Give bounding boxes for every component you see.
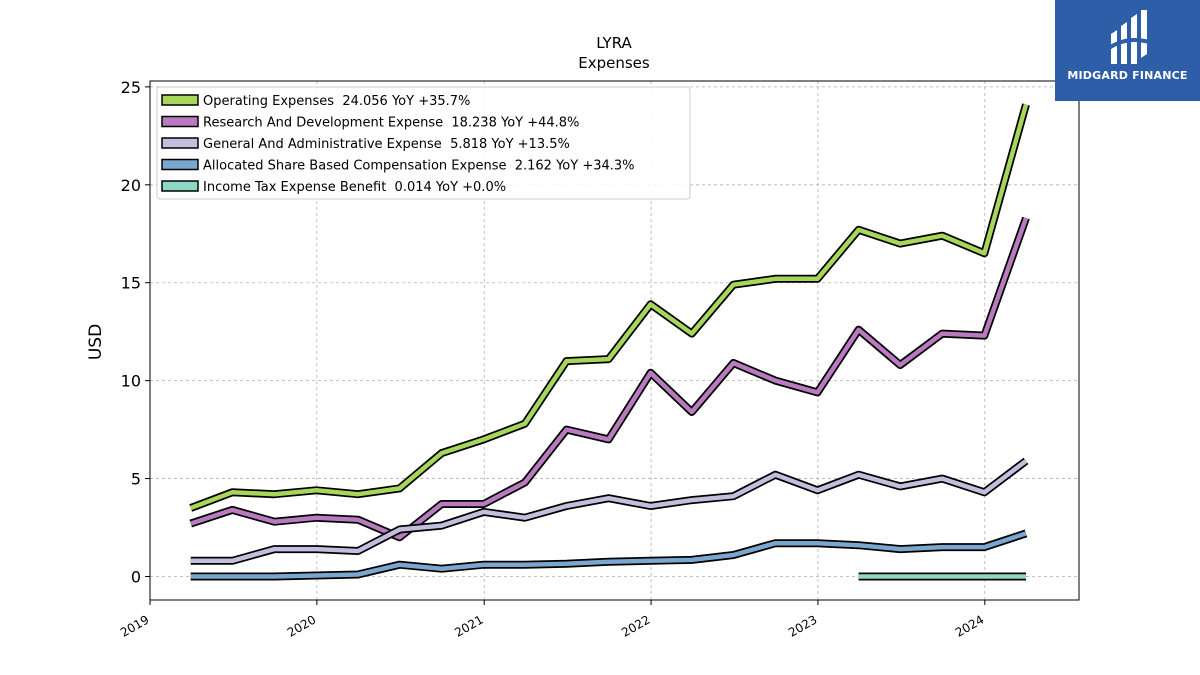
- series-line-stroke: [190, 531, 1027, 579]
- logo-text: MIDGARD FINANCE: [1067, 69, 1188, 82]
- chart-title: LYRA: [596, 34, 632, 52]
- y-tick-label: 20: [121, 176, 141, 195]
- series-line: [190, 457, 1029, 565]
- x-tick-label: 2020: [285, 612, 318, 639]
- series-line: [189, 103, 1030, 512]
- y-tick-label: 10: [121, 372, 141, 391]
- legend-label: Operating Expenses 24.056 YoY +35.7%: [203, 94, 470, 109]
- legend-label: General And Administrative Expense 5.818…: [203, 137, 570, 152]
- legend-label: Allocated Share Based Compensation Expen…: [203, 159, 635, 174]
- y-tick-label: 5: [131, 470, 141, 489]
- series-line-stroke: [189, 103, 1029, 511]
- series-line-outline: [190, 529, 1028, 581]
- x-tick-label: 2023: [786, 612, 819, 639]
- series-line-stroke: [189, 217, 1029, 540]
- chart-subtitle: Expenses: [578, 54, 650, 72]
- legend-swatch: [161, 115, 199, 128]
- legend-swatch: [161, 158, 199, 171]
- y-tick-label: 25: [121, 78, 141, 97]
- legend-label: Income Tax Expense Benefit 0.014 YoY +0.…: [203, 180, 506, 195]
- legend-swatch: [161, 180, 199, 192]
- legend-swatch: [161, 137, 199, 149]
- legend: Operating Expenses 24.056 YoY +35.7% Rese…: [156, 86, 691, 200]
- legend-box: [156, 86, 691, 200]
- y-axis-label: USD: [86, 324, 106, 360]
- y-tick-label: 0: [131, 567, 141, 586]
- x-tick-label: 2019: [118, 612, 151, 639]
- brand-logo: MIDGARD FINANCE: [1055, 0, 1200, 101]
- y-tick-label: 15: [121, 274, 141, 293]
- series-lines: [189, 103, 1030, 581]
- logo-mark-icon: [1107, 10, 1150, 64]
- x-tick-label: 2022: [619, 612, 652, 639]
- series-line-stroke: [190, 459, 1028, 564]
- legend-label: Research And Development Expense 18.238 …: [203, 116, 579, 131]
- series-line: [189, 216, 1030, 542]
- x-tick-label: 2024: [953, 612, 986, 639]
- legend-swatch: [161, 94, 199, 106]
- x-tick-label: 2021: [452, 612, 485, 639]
- plot-frame: [149, 80, 1080, 601]
- series-line: [190, 529, 1028, 581]
